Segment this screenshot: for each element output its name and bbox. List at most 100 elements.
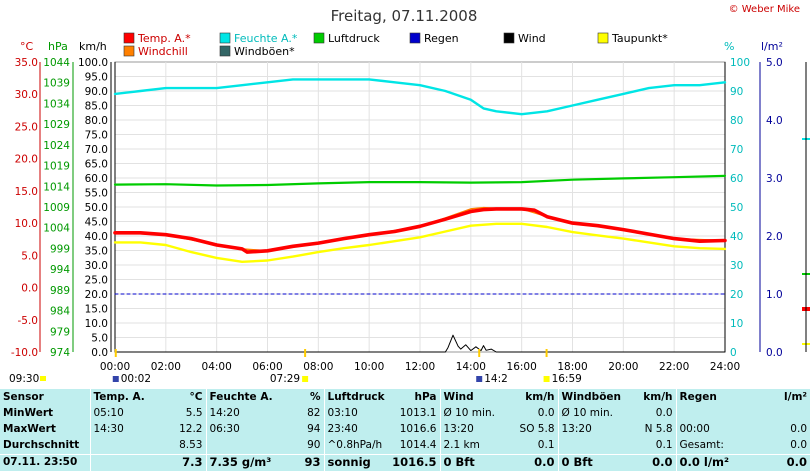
percent-tick-label: 60 — [730, 173, 743, 185]
kmh-tick-label: 10.0 — [85, 318, 108, 330]
chart-legend: Temp. A.* Feuchte A.* Luftdruck Regen Wind Ta… — [123, 32, 668, 58]
stats-cell-left: 06:30 — [209, 422, 240, 435]
stats-cell: 13:20 N 5.8 — [557, 421, 676, 438]
kmh-tick-label: 65.0 — [85, 159, 108, 171]
series-line-luftdruck — [113, 174, 727, 187]
percent-tick-label: 70 — [730, 144, 743, 156]
kmh-tick-label: 40.0 — [85, 231, 108, 243]
stats-cell-left: Sensor — [3, 390, 44, 403]
time-tick-label: 18:00 — [557, 361, 587, 373]
stats-cell-left: Wind — [443, 390, 474, 403]
hpa-tick-label: 984 — [50, 306, 70, 318]
stats-cell: MaxWert — [0, 421, 90, 437]
series-line-feuchte-a — [113, 78, 727, 116]
stats-cell-right: 0.0 — [537, 406, 555, 419]
stats-current-row: 07.11. 23:50 7.3 7.35 g/m³ 93 sonnig 1016.5 0 … — [0, 453, 810, 471]
stats-cell-right: 12.2 — [179, 422, 203, 435]
stats-cell: Regen l/m² — [675, 389, 810, 406]
stats-cell-left: Regen — [679, 390, 717, 403]
time-tick-label: 06:00 — [252, 361, 282, 373]
stats-cell-left: Feuchte A. — [209, 390, 273, 403]
stats-cell: Ø 10 min. 0.0 — [557, 405, 676, 422]
legend-swatch — [503, 32, 515, 44]
stats-cell-right: 1014.4 — [399, 439, 437, 452]
stats-cell-right: 0.0 — [652, 455, 673, 470]
stats-cell: Luftdruck hPa — [323, 389, 440, 406]
legend-swatch — [219, 45, 231, 57]
sun-marker-icon — [302, 376, 309, 382]
stats-cell-left: 0 Bft — [561, 455, 593, 470]
right-edge-fragments — [802, 62, 810, 352]
stats-cell-left: 23:40 — [327, 422, 358, 435]
celsius-tick-label: 25.0 — [15, 121, 38, 133]
stats-cell-left: 13:20 — [561, 422, 592, 435]
hpa-tick-label: 1004 — [43, 223, 70, 235]
stats-cell: 06:30 94 — [205, 421, 324, 438]
stats-cell-right: l/m² — [784, 390, 807, 403]
hpa-tick-label: 979 — [50, 326, 70, 338]
stats-cell-left: MaxWert — [3, 422, 56, 435]
stats-cell: 2.1 km 0.1 — [439, 437, 558, 455]
statistics-table: Sensor Temp. A. °C Feuchte A.% Luftdruck hPa W… — [0, 389, 810, 471]
time-tick-label: 22:00 — [659, 361, 689, 373]
percent-tick-label: 90 — [730, 86, 743, 98]
stats-cell: 05:10 5.5 — [89, 405, 206, 422]
celsius-tick-label: -10.0 — [11, 347, 38, 359]
rain-tick-label: 0.0 — [766, 347, 783, 359]
sun-marker-label: 09:30 — [9, 373, 39, 385]
celsius-tick-label: 0.0 — [21, 283, 38, 295]
hpa-tick-label: 1014 — [43, 181, 70, 193]
stats-cell-left: ^0.8hPa/h — [327, 439, 383, 452]
sun-marker-label: 14:2 — [484, 373, 508, 385]
sun-markers: 09:30 00:02 07:29 14:2 16:59 — [9, 349, 582, 385]
stats-cell: 14:30 12.2 — [89, 421, 206, 438]
stats-cell-right: 90 — [307, 439, 321, 452]
celsius-tick-label: -5.0 — [18, 315, 39, 327]
legend-label: Regen — [424, 32, 459, 45]
kmh-tick-label: 45.0 — [85, 217, 108, 229]
stats-cell-right: 0.0 — [534, 455, 555, 470]
chart-title: Freitag, 07.11.2008 — [331, 7, 478, 25]
stats-cell-left: Ø 10 min. — [561, 406, 613, 419]
stats-cell: 00:00 0.0 — [675, 421, 810, 438]
stats-cell: 23:40 1016.6 — [323, 421, 440, 438]
celsius-tick-label: 5.0 — [21, 250, 38, 262]
stats-cell-right: 93 — [304, 455, 321, 470]
percent-tick-label: 80 — [730, 115, 743, 127]
stats-cell-left: Durchschnitt — [3, 439, 80, 452]
stats-cell: 0.1 — [557, 437, 676, 455]
rain-tick-label: 5.0 — [766, 57, 783, 69]
kmh-tick-label: 30.0 — [85, 260, 108, 272]
stats-cell: Sensor — [0, 389, 90, 405]
sun-marker-icon — [476, 376, 483, 382]
sun-marker-label: 16:59 — [552, 373, 582, 385]
kmh-tick-label: 35.0 — [85, 246, 108, 258]
hpa-tick-label: 994 — [50, 264, 70, 276]
time-tick-label: 14:00 — [456, 361, 486, 373]
kmh-tick-label: 50.0 — [85, 202, 108, 214]
hpa-tick-label: 1024 — [43, 140, 70, 152]
stats-cell-right: N 5.8 — [644, 422, 673, 435]
time-tick-label: 00:00 — [100, 361, 130, 373]
hpa-tick-label: 1034 — [43, 98, 70, 110]
legend-swatch — [219, 32, 231, 44]
stats-cell-right: 0.1 — [537, 439, 555, 452]
celsius-tick-label: 35.0 — [15, 57, 38, 69]
kmh-unit: km/h — [79, 40, 107, 53]
percent-tick-label: 30 — [730, 260, 743, 272]
series-line-taupunkt — [113, 222, 727, 263]
stats-cell-left: 03:10 — [327, 406, 358, 419]
stats-cell-right: km/h — [643, 390, 673, 403]
plot-area — [39, 61, 761, 353]
stats-cell: Durchschnitt — [0, 437, 90, 454]
kmh-tick-label: 55.0 — [85, 188, 108, 200]
legend-swatch — [313, 32, 325, 44]
sun-marker-icon — [40, 376, 46, 381]
kmh-tick-label: 95.0 — [85, 72, 108, 84]
stats-cell: 0.0 l/m² 0.0 — [675, 453, 810, 471]
time-tick-label: 12:00 — [405, 361, 435, 373]
celsius-tick-label: 30.0 — [15, 89, 38, 101]
legend-swatch — [409, 32, 421, 44]
stats-cell: Gesamt: 0.0 — [675, 437, 810, 455]
